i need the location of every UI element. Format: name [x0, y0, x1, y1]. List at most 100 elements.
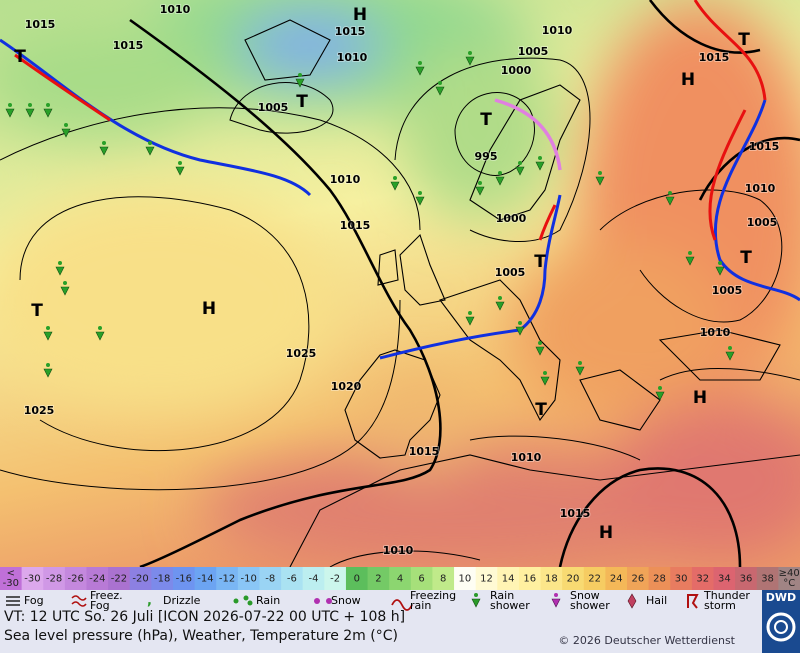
weather-symbol — [58, 261, 62, 265]
scale-label: -8 — [265, 574, 275, 585]
scale-cell — [497, 567, 520, 590]
scale-cell — [735, 567, 758, 590]
legend-label: storm — [704, 599, 736, 612]
weather-symbol — [535, 161, 545, 171]
scale-label: -30 — [24, 574, 40, 585]
scale-cell — [64, 567, 87, 590]
scale-cell — [475, 567, 498, 590]
pressure-system: T — [480, 110, 492, 130]
weather-symbol — [465, 316, 475, 326]
scale-below-label: -30 — [3, 578, 19, 589]
legend-icon — [391, 599, 413, 611]
weather-symbol — [295, 78, 305, 88]
pressure-label: 1010 — [383, 544, 414, 557]
pressure-label: 1005 — [747, 216, 778, 229]
scale-label: -26 — [68, 574, 84, 585]
weather-symbol — [43, 331, 53, 341]
scale-cell — [108, 567, 131, 590]
pressure-label: 1010 — [745, 182, 776, 195]
weather-symbol — [518, 321, 522, 325]
weather-symbol — [468, 51, 472, 55]
temperature-field — [0, 0, 800, 570]
scale-label: 16 — [523, 574, 536, 585]
weather-symbol — [475, 186, 485, 196]
weather-symbol — [468, 311, 472, 315]
pressure-system: T — [296, 92, 308, 112]
weather-symbol — [60, 286, 70, 296]
scale-cell — [21, 567, 44, 590]
legend-icon — [314, 598, 320, 604]
legend-icon — [687, 594, 699, 609]
weather-symbol — [43, 368, 53, 378]
pressure-label: 1015 — [699, 51, 730, 64]
scale-cell — [86, 567, 109, 590]
weather-symbol — [43, 108, 53, 118]
legend-label: Freezing — [410, 589, 456, 602]
scale-cell — [345, 567, 369, 590]
scale-cell — [302, 567, 325, 590]
weather-symbol — [175, 166, 185, 176]
weather-symbol — [498, 296, 502, 300]
weather-symbol — [688, 251, 692, 255]
scale-cell — [129, 567, 152, 590]
pressure-label: 1000 — [496, 212, 527, 225]
description: Sea level pressure (hPa), Weather, Tempe… — [4, 628, 398, 644]
legend-icon — [554, 593, 558, 597]
weather-symbol — [535, 346, 545, 356]
pressure-system: T — [738, 30, 750, 50]
pressure-label: 1015 — [560, 507, 591, 520]
weather-symbol — [148, 141, 152, 145]
scale-cell — [432, 567, 455, 590]
weather-symbol — [46, 326, 50, 330]
scale-label: -10 — [240, 574, 256, 585]
weather-symbol — [658, 386, 662, 390]
pressure-label: 1010 — [337, 51, 368, 64]
weather-symbol — [655, 391, 665, 401]
scale-cell — [627, 567, 650, 590]
pressure-system: H — [693, 388, 707, 408]
scale-cell — [43, 567, 66, 590]
valid-time: VT: 12 UTC So. 26 Juli [ICON 2026-07-22 … — [4, 609, 405, 625]
weather-symbol — [5, 108, 15, 118]
scale-below-label: < — [7, 568, 15, 579]
scale-label: 8 — [440, 574, 446, 585]
legend-icon — [474, 593, 478, 597]
legend-icon — [326, 598, 332, 604]
weather-symbol — [685, 256, 695, 266]
scale-label: -12 — [219, 574, 235, 585]
scale-label: 36 — [740, 574, 753, 585]
pressure-label: 1015 — [340, 219, 371, 232]
pressure-label: 1010 — [511, 451, 542, 464]
weather-symbol — [715, 266, 725, 276]
legend-label: Snow — [570, 589, 600, 602]
weather-symbol — [28, 103, 32, 107]
scale-label: 26 — [631, 574, 644, 585]
scale-label: 12 — [480, 574, 493, 585]
legend-icon — [233, 598, 239, 604]
scale-label: 0 — [354, 574, 360, 585]
isobars — [0, 0, 800, 569]
weather-symbol — [55, 266, 65, 276]
weather-symbol — [64, 123, 68, 127]
scale-cell — [583, 567, 606, 590]
pressure-label: 1015 — [749, 140, 780, 153]
weather-symbol — [538, 341, 542, 345]
weather-symbol — [393, 176, 397, 180]
legend-icon — [71, 595, 87, 607]
scale-cell — [562, 567, 585, 590]
pressure-label: 1005 — [495, 266, 526, 279]
legend-label: shower — [570, 599, 610, 612]
pressure-label: 1005 — [518, 45, 549, 58]
weather-symbol — [95, 331, 105, 341]
weather-symbol — [418, 61, 422, 65]
logo-text: DWD — [766, 591, 796, 604]
pressure-label: 1000 — [501, 64, 532, 77]
pressure-label: 1025 — [24, 404, 55, 417]
legend-label: Rain — [256, 594, 280, 607]
pressure-system: H — [599, 523, 613, 543]
pressure-label: 1005 — [258, 101, 289, 114]
scale-cell — [259, 567, 282, 590]
weather-symbol — [298, 73, 302, 77]
weather-symbol — [665, 196, 675, 206]
pressure-system: T — [31, 301, 43, 321]
